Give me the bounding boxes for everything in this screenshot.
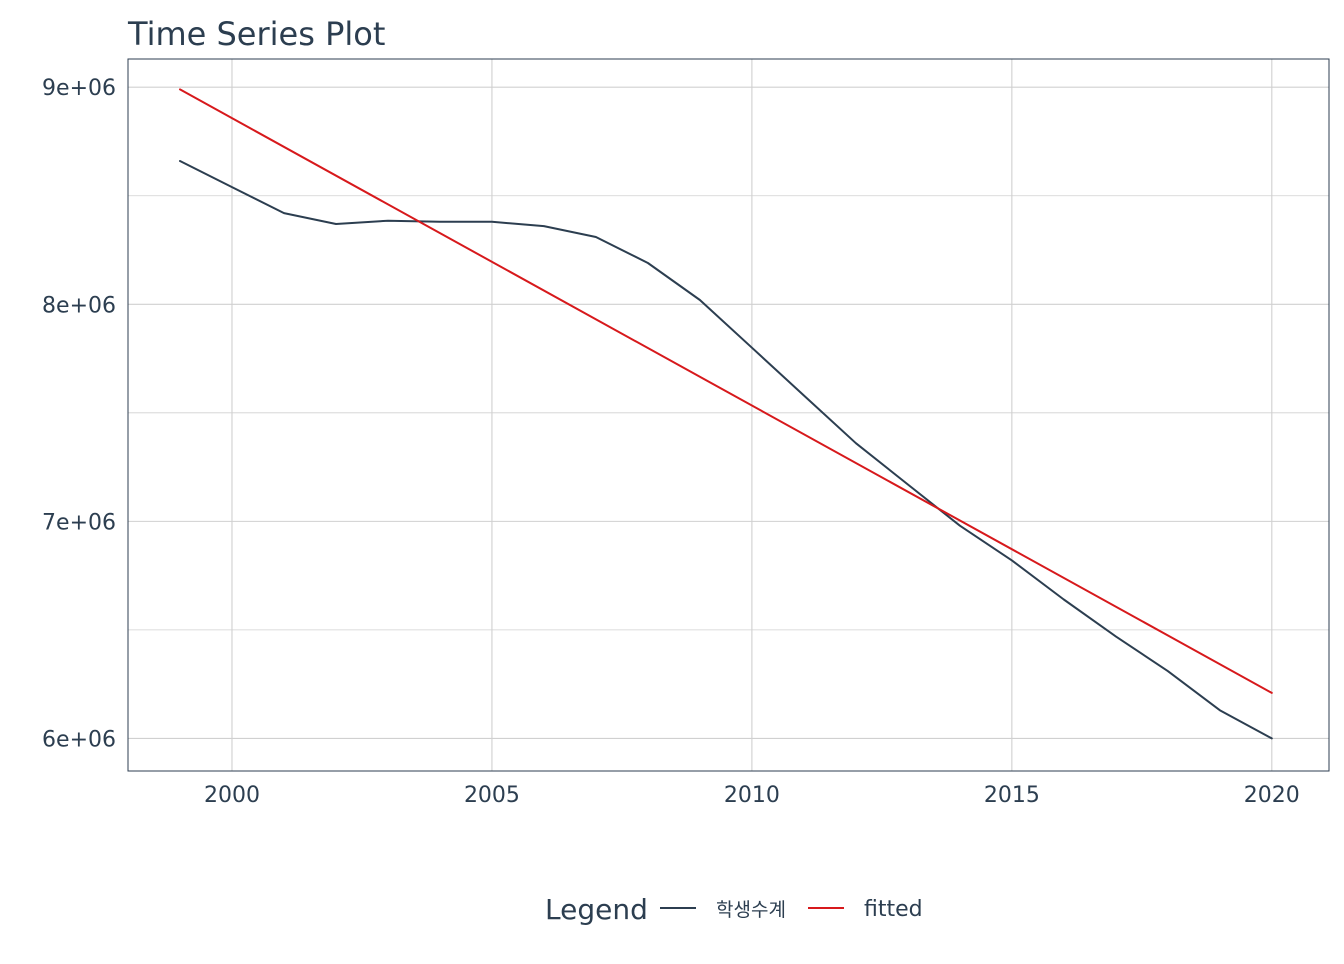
series-line-fitted (179, 88, 1273, 694)
legend-label-fitted: fitted (864, 897, 923, 922)
x-tick-label: 2020 (1244, 783, 1300, 808)
x-tick-label: 2010 (724, 783, 780, 808)
series-line-students (179, 160, 1273, 740)
y-tick-label: 8e+06 (42, 293, 116, 318)
legend-label-students: 학생수계 (716, 899, 786, 921)
legend-title: Legend (545, 893, 648, 926)
grid-layer (128, 59, 1329, 771)
x-tick-label: 2005 (464, 783, 520, 808)
axis-labels: 6e+06 7e+06 8e+06 9e+06 2000 2005 2010 2015 2020 (42, 76, 1300, 808)
series-layer (179, 88, 1273, 740)
y-tick-label: 6e+06 (42, 727, 116, 752)
y-tick-label: 9e+06 (42, 76, 116, 101)
plot-panel-border (127, 58, 1330, 772)
x-tick-label: 2015 (984, 783, 1040, 808)
y-tick-label: 7e+06 (42, 510, 116, 535)
x-tick-label: 2000 (204, 783, 260, 808)
legend: Legend 학생수계 fitted (545, 893, 923, 926)
chart-title: Time Series Plot (127, 15, 385, 53)
